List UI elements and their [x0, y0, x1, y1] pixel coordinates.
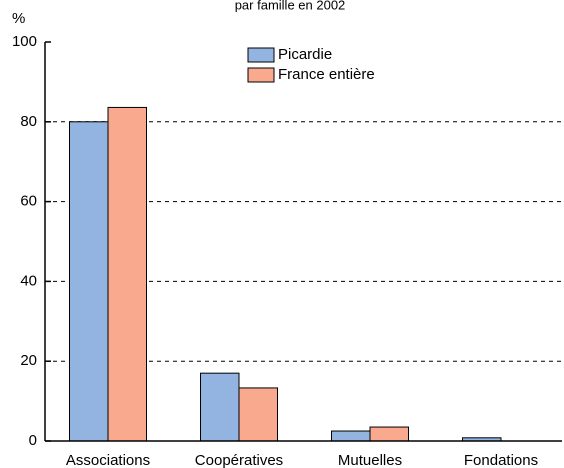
bar	[200, 372, 240, 442]
y-tick-label: 60	[20, 193, 37, 210]
legend-label: Picardie	[278, 46, 332, 63]
x-tick-label: Mutuelles	[338, 452, 402, 468]
x-tick-label: Associations	[66, 452, 150, 468]
x-tick-label: Fondations	[464, 452, 538, 468]
legend-label: France entière	[278, 66, 375, 83]
bar	[238, 387, 278, 442]
y-tick-label: 20	[20, 352, 37, 369]
y-tick-label: 80	[20, 113, 37, 130]
bar	[331, 430, 371, 442]
y-tick-label: 40	[20, 272, 37, 289]
y-axis-label: %	[12, 10, 25, 27]
legend-swatch	[247, 67, 275, 83]
x-tick-label: Coopératives	[195, 452, 283, 468]
y-tick-label: 100	[12, 33, 37, 50]
chart-title: par famille en 2002	[235, 0, 346, 12]
legend-swatch	[247, 47, 275, 63]
bar	[69, 121, 109, 442]
y-tick-label: 0	[29, 432, 37, 449]
bar	[107, 106, 147, 442]
bar	[369, 426, 409, 442]
